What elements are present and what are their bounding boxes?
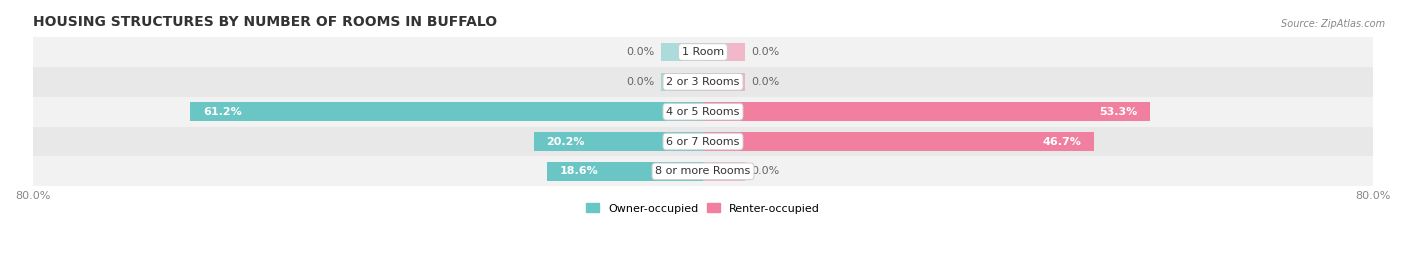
Text: HOUSING STRUCTURES BY NUMBER OF ROOMS IN BUFFALO: HOUSING STRUCTURES BY NUMBER OF ROOMS IN… xyxy=(32,15,496,29)
Text: 0.0%: 0.0% xyxy=(752,77,780,87)
Bar xyxy=(703,73,745,91)
Bar xyxy=(661,43,703,61)
Bar xyxy=(32,67,1374,97)
Bar xyxy=(32,97,1374,127)
Legend: Owner-occupied, Renter-occupied: Owner-occupied, Renter-occupied xyxy=(581,199,825,218)
Text: 6 or 7 Rooms: 6 or 7 Rooms xyxy=(666,136,740,147)
Text: 18.6%: 18.6% xyxy=(560,166,599,176)
Bar xyxy=(703,132,1094,151)
Text: 0.0%: 0.0% xyxy=(752,47,780,57)
Text: 8 or more Rooms: 8 or more Rooms xyxy=(655,166,751,176)
Bar xyxy=(661,73,703,91)
Text: 2 or 3 Rooms: 2 or 3 Rooms xyxy=(666,77,740,87)
Bar xyxy=(190,102,703,121)
Text: 4 or 5 Rooms: 4 or 5 Rooms xyxy=(666,107,740,117)
Bar xyxy=(32,157,1374,186)
Text: 20.2%: 20.2% xyxy=(547,136,585,147)
Bar xyxy=(32,37,1374,67)
Text: 53.3%: 53.3% xyxy=(1098,107,1137,117)
Bar xyxy=(547,162,703,180)
Bar xyxy=(703,102,1150,121)
Bar xyxy=(703,43,745,61)
Text: 46.7%: 46.7% xyxy=(1043,136,1081,147)
Text: Source: ZipAtlas.com: Source: ZipAtlas.com xyxy=(1281,19,1385,29)
Bar xyxy=(534,132,703,151)
Text: 0.0%: 0.0% xyxy=(626,77,654,87)
Bar xyxy=(703,162,745,180)
Text: 1 Room: 1 Room xyxy=(682,47,724,57)
Bar xyxy=(32,127,1374,157)
Text: 0.0%: 0.0% xyxy=(752,166,780,176)
Text: 0.0%: 0.0% xyxy=(626,47,654,57)
Text: 61.2%: 61.2% xyxy=(202,107,242,117)
